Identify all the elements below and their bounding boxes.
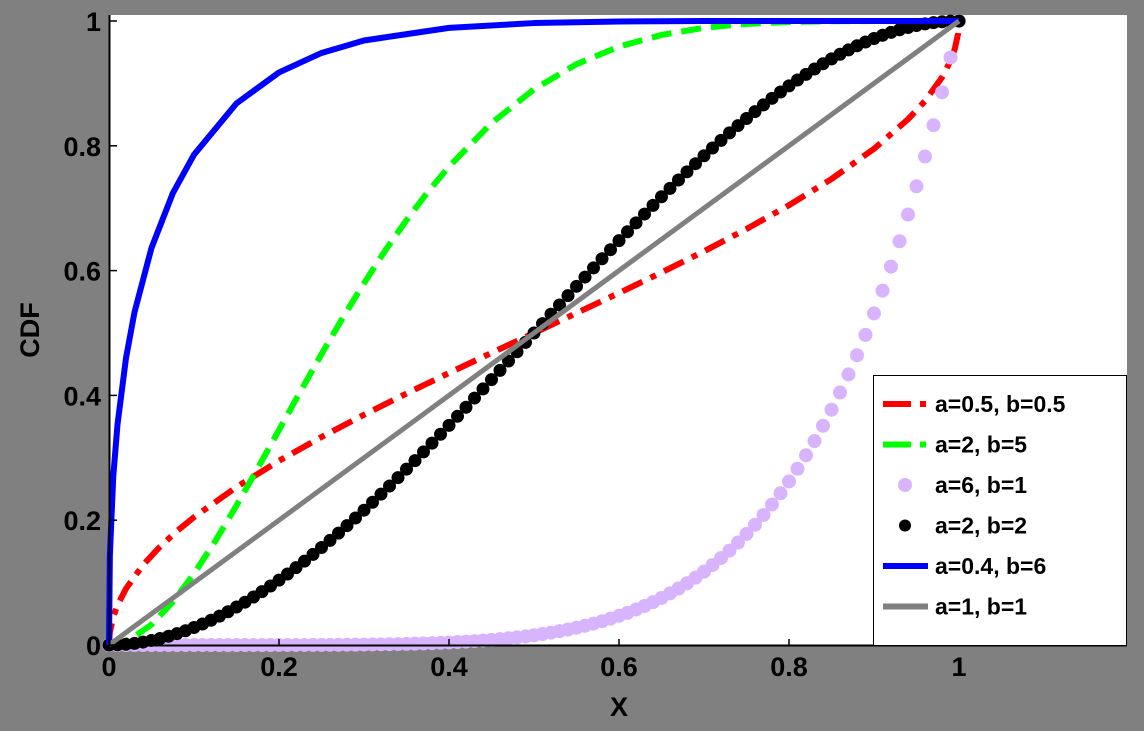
x-axis-label: X: [610, 692, 628, 722]
legend-marker: [899, 519, 911, 532]
x-tick-label: 0: [101, 652, 116, 682]
legend-label: a=0.4, b=6: [935, 553, 1046, 579]
legend-label: a=0.5, b=0.5: [935, 391, 1066, 417]
legend-label: a=6, b=1: [935, 472, 1027, 498]
series-a-2-b-5: [108, 18, 960, 648]
legend-items: a=0.5, b=0.5 a=2, b=5 a=6, b=1 a=2, b=2 a=0.…: [883, 391, 1066, 620]
legend-item-a-2-b-5: a=2, b=5: [883, 432, 1027, 458]
y-tick-label: 0.2: [63, 506, 101, 536]
legend-item-a-2-b-2: a=2, b=2: [899, 513, 1027, 539]
x-tick-label: 0.6: [600, 652, 638, 682]
x-ticks: 0 0.2 0.4 0.6 0.8 1: [101, 639, 967, 682]
x-tick-label: 0.4: [430, 652, 468, 682]
x-tick-label: 0.2: [260, 652, 298, 682]
legend-item-a-1-b-1: a=1, b=1: [883, 594, 1027, 620]
series-a-1-b-1: [107, 18, 961, 648]
legend-label: a=2, b=5: [935, 432, 1027, 458]
x-tick-label: 1: [951, 652, 966, 682]
legend-item-a-0-4-b-6: a=0.4, b=6: [883, 553, 1046, 579]
y-tick-label: 0.6: [63, 257, 101, 287]
series-a-0-5-b-0-5: [106, 20, 962, 646]
y-tick-label: 0.8: [63, 132, 101, 162]
legend-box: [873, 375, 1127, 646]
y-tick-label: 0: [86, 631, 101, 661]
legend: a=0.5, b=0.5 a=2, b=5 a=6, b=1 a=2, b=2 a=0.…: [873, 375, 1127, 646]
x-tick-label: 0.8: [770, 652, 808, 682]
legend-item-a-6-b-1: a=6, b=1: [898, 472, 1027, 498]
legend-marker: [898, 478, 912, 492]
legend-item-a-0-5-b-0-5: a=0.5, b=0.5: [883, 391, 1066, 417]
axes: 0 0.2 0.4 0.6 0.8 1 0 0.2 0.4 0.6 0.8 1: [63, 7, 1127, 682]
y-axis-label: CDF: [15, 302, 45, 358]
legend-label: a=1, b=1: [935, 594, 1027, 620]
series-layer: [102, 14, 966, 652]
series-a-0-4-b-6: [106, 18, 959, 646]
y-ticks: 0 0.2 0.4 0.6 0.8 1: [63, 7, 117, 661]
y-tick-label: 0.4: [63, 381, 101, 411]
legend-label: a=2, b=2: [935, 513, 1027, 539]
y-tick-label: 1: [86, 7, 101, 37]
series-a-2-b-2: [102, 14, 966, 652]
